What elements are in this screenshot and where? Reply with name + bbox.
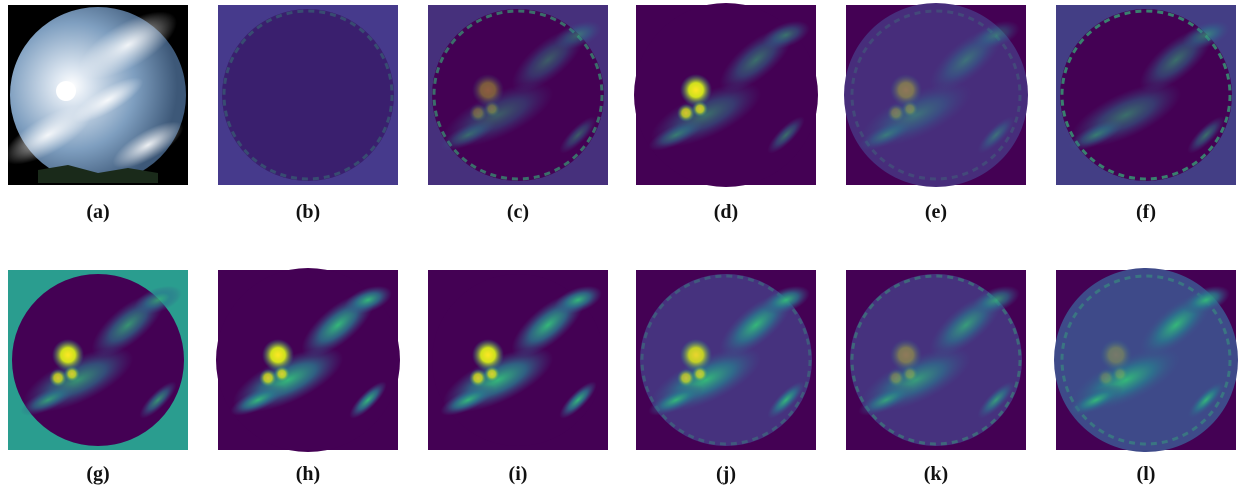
panel-label: (g) (86, 463, 109, 485)
panel-label: (i) (509, 463, 528, 485)
sun-response (677, 369, 695, 387)
panel-label: (k) (924, 463, 948, 485)
sun-response (680, 74, 712, 106)
panel-label: (c) (507, 201, 529, 223)
sun-response (262, 339, 294, 371)
sun-response (1100, 339, 1132, 371)
sun-response (274, 366, 290, 382)
panel (216, 268, 400, 452)
panel (0, 0, 190, 185)
sun-response (692, 101, 708, 117)
sun-response (1112, 366, 1128, 382)
sun-response (902, 366, 918, 382)
panel (1054, 268, 1238, 452)
panel (8, 270, 188, 450)
panel-label: (h) (296, 463, 320, 485)
sun-response (484, 366, 500, 382)
sun-response (259, 369, 277, 387)
sun (56, 81, 76, 101)
sun-response (1097, 369, 1115, 387)
sun-response (677, 104, 695, 122)
sun-response (680, 339, 712, 371)
panel-label: (f) (1136, 201, 1156, 223)
sun-response (890, 339, 922, 371)
sun-response (64, 366, 80, 382)
panel-label: (b) (296, 201, 320, 223)
panel-label: (j) (716, 463, 736, 485)
figure: (a) (b) (c) (d) (e) (f) (g) (h) (i) (j) (k) (l) (0, 0, 1240, 497)
sun-response (472, 339, 504, 371)
panel-label: (l) (1137, 463, 1156, 485)
sun-response (52, 339, 84, 371)
sky-disc (222, 9, 394, 181)
sun-response (472, 74, 504, 106)
panel-label: (a) (86, 201, 109, 223)
panel-label: (e) (925, 201, 947, 223)
sun-response (469, 369, 487, 387)
sun-response (692, 366, 708, 382)
sun-response (469, 104, 487, 122)
panel (844, 3, 1028, 187)
panel (636, 270, 816, 450)
panel (1056, 5, 1236, 185)
panel (428, 5, 608, 185)
sun-response (49, 369, 67, 387)
sun-response (902, 101, 918, 117)
panel (428, 270, 608, 450)
panel-label: (d) (714, 201, 738, 223)
sun-response (890, 74, 922, 106)
sun-response (887, 104, 905, 122)
sun-response (887, 369, 905, 387)
panel (846, 270, 1026, 450)
panel (634, 3, 818, 187)
panel (218, 5, 398, 185)
sun-response (484, 101, 500, 117)
